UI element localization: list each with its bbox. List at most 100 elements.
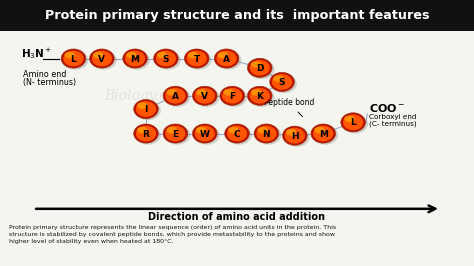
Text: L: L [350,118,356,127]
Text: F: F [229,92,235,101]
Ellipse shape [228,127,238,134]
Ellipse shape [214,49,239,68]
Ellipse shape [134,124,158,143]
Ellipse shape [271,74,297,93]
Ellipse shape [250,60,270,76]
Text: M: M [131,55,139,64]
Ellipse shape [226,126,252,145]
Ellipse shape [284,128,310,147]
Text: V: V [201,92,208,101]
Ellipse shape [90,49,114,68]
Text: C: C [234,130,240,139]
Text: V: V [99,55,105,64]
Ellipse shape [217,51,237,66]
Ellipse shape [251,61,261,68]
Text: A: A [172,92,179,101]
Ellipse shape [250,88,270,104]
Ellipse shape [93,52,103,59]
Ellipse shape [342,114,368,134]
Ellipse shape [166,127,177,134]
Bar [0,0,474,31]
Ellipse shape [156,51,176,66]
Ellipse shape [311,124,336,143]
Ellipse shape [314,127,325,134]
Text: S: S [163,55,169,64]
Ellipse shape [343,114,363,130]
Text: W: W [200,130,210,139]
Text: T: T [193,55,200,64]
Text: (C- terminus): (C- terminus) [369,121,416,127]
Text: K: K [256,92,263,101]
Ellipse shape [187,51,207,66]
Ellipse shape [221,88,247,107]
Ellipse shape [155,51,181,70]
Ellipse shape [196,127,206,134]
Ellipse shape [163,86,188,105]
Text: L: L [71,55,76,64]
Ellipse shape [218,52,228,59]
Text: I: I [144,105,148,114]
Ellipse shape [312,126,338,145]
Ellipse shape [195,126,215,142]
Ellipse shape [192,124,217,143]
Ellipse shape [184,49,209,68]
Text: D: D [256,64,264,73]
Ellipse shape [165,88,185,104]
Ellipse shape [249,60,274,79]
Text: COO$^-$: COO$^-$ [369,102,405,114]
Ellipse shape [255,126,281,145]
Text: Direction of amino acid addition: Direction of amino acid addition [148,212,326,222]
Text: M: M [319,130,328,139]
Text: Amino end: Amino end [23,70,66,79]
Ellipse shape [247,58,272,77]
Text: H: H [291,132,299,141]
Ellipse shape [126,52,137,59]
Ellipse shape [223,89,234,96]
Text: Biology.com: Biology.com [104,89,189,103]
Ellipse shape [283,126,307,145]
Ellipse shape [273,75,283,82]
Ellipse shape [222,88,242,104]
Ellipse shape [254,124,279,143]
Ellipse shape [195,88,215,104]
Ellipse shape [164,88,190,107]
Ellipse shape [123,49,147,68]
Ellipse shape [166,89,177,96]
Ellipse shape [216,51,241,70]
Ellipse shape [194,126,219,145]
Ellipse shape [136,101,156,117]
Text: E: E [173,130,178,139]
Text: (N- terminus): (N- terminus) [23,78,76,87]
Ellipse shape [91,51,117,70]
Ellipse shape [157,52,167,59]
Ellipse shape [135,101,161,120]
Ellipse shape [194,88,219,107]
Ellipse shape [124,51,150,70]
Ellipse shape [225,124,249,143]
Ellipse shape [344,115,355,122]
Ellipse shape [286,129,296,136]
Ellipse shape [270,72,294,92]
Ellipse shape [137,127,147,134]
Ellipse shape [285,128,305,144]
Ellipse shape [256,126,276,142]
Ellipse shape [249,88,274,107]
Ellipse shape [257,127,268,134]
Ellipse shape [188,52,198,59]
Ellipse shape [192,86,217,105]
Text: H$_3$N$^+$: H$_3$N$^+$ [21,46,53,61]
Ellipse shape [136,126,156,142]
Ellipse shape [196,89,206,96]
Ellipse shape [125,51,145,66]
Text: S: S [279,78,285,87]
Ellipse shape [247,86,272,105]
Ellipse shape [227,126,247,142]
Ellipse shape [164,126,190,145]
Ellipse shape [165,126,185,142]
Ellipse shape [313,126,333,142]
Ellipse shape [251,89,261,96]
Ellipse shape [92,51,112,66]
Ellipse shape [341,113,365,132]
Ellipse shape [63,51,88,70]
Text: Corboxyl end: Corboxyl end [369,114,416,120]
